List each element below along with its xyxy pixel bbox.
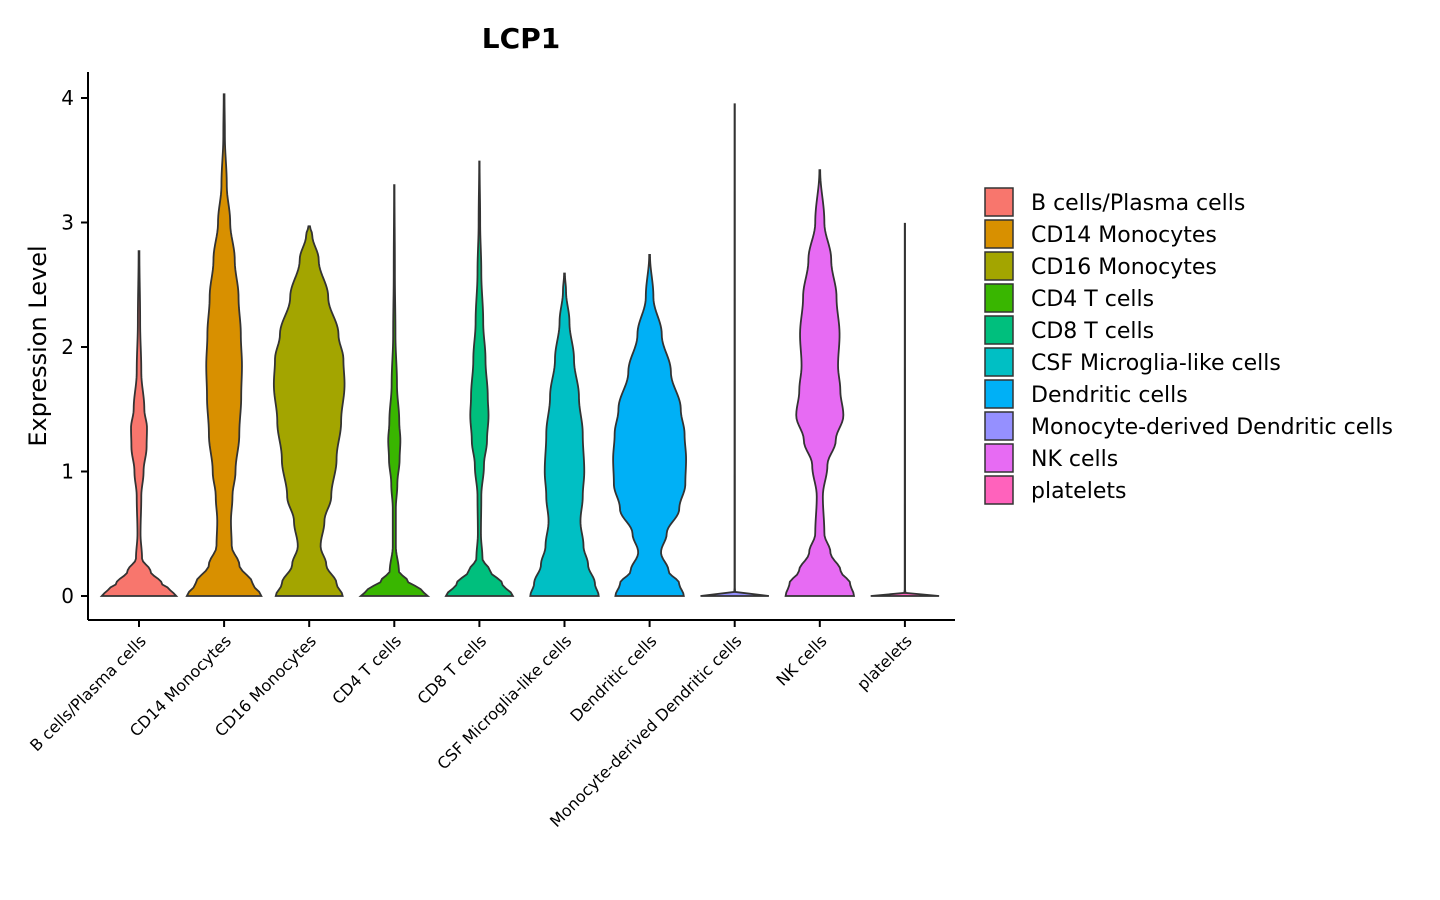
legend-label: CSF Microglia-like cells — [1031, 351, 1281, 376]
legend-swatch — [984, 379, 1014, 409]
legend-label: CD14 Monocytes — [1031, 223, 1217, 248]
y-tick-label: 4 — [61, 86, 74, 110]
violin-10 — [870, 222, 940, 597]
legend-swatch — [984, 251, 1014, 281]
violin-1 — [99, 250, 179, 597]
y-axis-label: Expression Level — [24, 245, 52, 446]
legend-swatch — [984, 475, 1014, 505]
violin-3 — [272, 225, 346, 597]
legend-swatch — [984, 187, 1014, 217]
legend-label: CD4 T cells — [1031, 287, 1154, 312]
violin-6 — [529, 272, 600, 597]
violin-8 — [700, 103, 770, 597]
chart-title: LCP1 — [482, 22, 560, 55]
x-tick-label: Monocyte-derived Dendritic cells — [546, 631, 746, 831]
x-tick-label: NK cells — [772, 631, 830, 689]
violin-2 — [185, 93, 263, 597]
legend-label: CD16 Monocytes — [1031, 255, 1217, 280]
legend-swatch — [984, 283, 1014, 313]
legend-label: CD8 T cells — [1031, 319, 1154, 344]
y-tick-label: 1 — [61, 460, 74, 484]
y-tick-label: 3 — [61, 211, 74, 235]
x-tick-label: B cells/Plasma cells — [26, 631, 150, 755]
violin-5 — [444, 160, 515, 597]
x-tick-label: CD8 T cells — [414, 631, 491, 708]
legend-swatch — [984, 443, 1014, 473]
violins — [99, 93, 940, 597]
legend-label: Monocyte-derived Dendritic cells — [1031, 415, 1393, 440]
legend-label: platelets — [1031, 479, 1126, 504]
legend-swatch — [984, 315, 1014, 345]
violin-9 — [784, 169, 856, 597]
legend-swatch — [984, 347, 1014, 377]
y-tick-label: 0 — [61, 584, 74, 608]
legend-swatch — [984, 219, 1014, 249]
legend-label: NK cells — [1031, 447, 1118, 472]
legend-label: B cells/Plasma cells — [1031, 191, 1245, 216]
x-tick-label: Dendritic cells — [566, 631, 660, 725]
legend-swatch — [984, 411, 1014, 441]
violin-7 — [612, 253, 687, 597]
legend: B cells/Plasma cells CD14 Monocytes CD16 M… — [984, 187, 1393, 505]
y-tick-label: 2 — [61, 335, 74, 359]
x-tick-label: CD4 T cells — [328, 631, 405, 708]
x-tick-label: platelets — [853, 631, 916, 694]
legend-label: Dendritic cells — [1031, 383, 1188, 408]
y-axis: 0 1 2 3 4 — [61, 72, 89, 620]
violin-4 — [358, 184, 431, 597]
